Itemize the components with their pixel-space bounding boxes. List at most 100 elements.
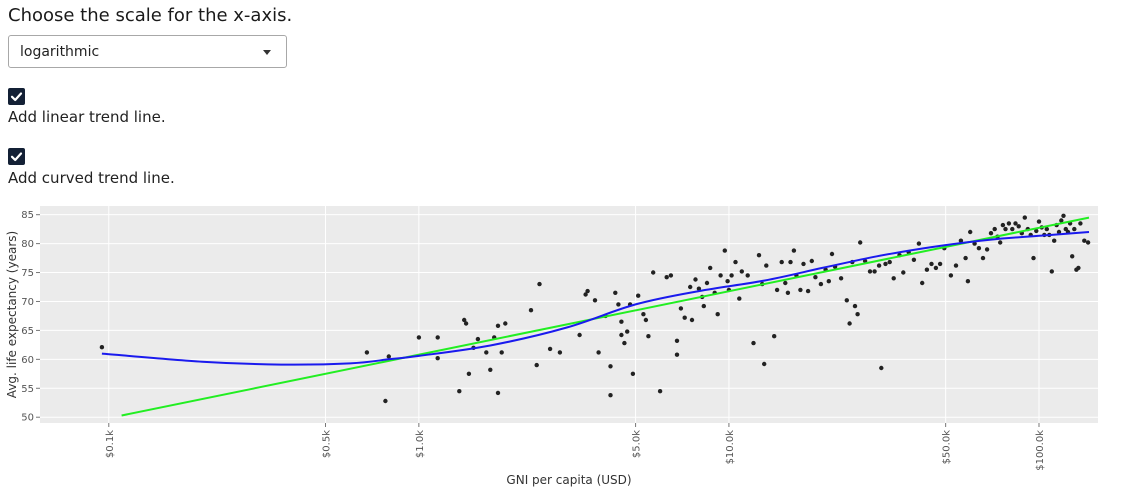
data-point: [643, 317, 649, 323]
data-point: [968, 229, 973, 235]
data-point: [783, 280, 788, 286]
data-point: [495, 323, 501, 328]
chevron-down-icon[interactable]: [263, 50, 271, 55]
linear-trend-checkbox[interactable]: [8, 88, 25, 105]
data-point: [499, 350, 504, 355]
data-point: [779, 259, 784, 265]
y-tick-label: 75: [21, 268, 34, 279]
data-point: [722, 248, 727, 253]
data-point: [1036, 219, 1042, 224]
data-point: [729, 273, 734, 278]
x-axis-scale-dropdown[interactable]: logarithmic: [8, 35, 287, 68]
data-point: [774, 287, 780, 293]
data-point: [718, 273, 723, 278]
data-point: [503, 321, 508, 326]
y-axis-label: Avg. life expectancy (years): [5, 231, 19, 398]
data-point: [772, 334, 777, 339]
data-point: [953, 263, 959, 268]
data-point: [858, 240, 863, 245]
data-point: [1072, 226, 1077, 232]
gridlines: [40, 206, 1098, 423]
data-point: [1052, 238, 1057, 243]
data-point: [616, 302, 621, 307]
data-point: [1061, 213, 1066, 218]
y-tick-label: 50: [21, 413, 34, 424]
data-point: [689, 317, 695, 323]
data-point: [929, 261, 934, 267]
data-point: [1056, 229, 1062, 235]
data-point: [435, 335, 440, 340]
dropdown-selected-value: logarithmic: [20, 44, 100, 60]
data-point: [495, 390, 501, 396]
data-point: [383, 398, 388, 404]
data-point: [715, 312, 720, 317]
y-tick-label: 85: [21, 210, 34, 221]
data-point: [762, 361, 767, 367]
data-point: [937, 261, 943, 267]
data-point: [466, 371, 472, 376]
data-point: [435, 356, 440, 361]
data-point: [701, 303, 706, 309]
data-point: [901, 270, 906, 275]
checkmark-icon: [10, 92, 23, 102]
data-point: [988, 231, 994, 236]
y-tick-label: 55: [21, 384, 34, 395]
data-point: [462, 317, 467, 323]
data-point: [613, 290, 618, 295]
data-point: [488, 367, 493, 372]
data-point: [924, 267, 930, 272]
data-point: [1003, 226, 1008, 232]
plot-background: [40, 206, 1098, 423]
data-point: [1031, 255, 1036, 261]
data-point: [788, 259, 793, 265]
data-point: [364, 350, 370, 355]
data-point: [911, 257, 917, 262]
data-point: [1076, 265, 1081, 271]
data-point: [963, 255, 968, 261]
x-tick-label: $0.5k: [322, 430, 333, 458]
curved-trend-checkbox[interactable]: [8, 148, 25, 165]
data-point: [844, 298, 849, 303]
x-tick-label: $5.0k: [632, 430, 643, 458]
data-point: [933, 265, 939, 271]
data-point: [1016, 224, 1021, 229]
data-point: [980, 255, 986, 261]
data-point: [1010, 226, 1015, 232]
data-point: [592, 298, 598, 303]
data-point: [872, 269, 877, 274]
data-point: [646, 334, 651, 339]
data-point: [838, 276, 844, 281]
data-point: [916, 241, 922, 246]
data-point: [583, 292, 588, 297]
data-point: [622, 340, 627, 346]
data-point: [805, 288, 811, 294]
data-point: [475, 336, 481, 342]
data-point: [678, 306, 684, 311]
x-tick-label: $0.1k: [105, 430, 116, 458]
data-point: [1085, 240, 1091, 245]
data-point: [876, 263, 882, 268]
data-point: [674, 352, 680, 357]
data-point: [965, 279, 971, 284]
data-point: [657, 389, 663, 394]
data-point: [998, 240, 1003, 245]
data-point: [416, 335, 422, 340]
data-point: [484, 350, 489, 355]
y-tick-label: 65: [21, 326, 34, 337]
data-point: [708, 265, 713, 271]
data-point: [847, 321, 852, 326]
checkmark-icon: [10, 152, 23, 162]
data-point: [674, 338, 680, 343]
data-point: [463, 321, 469, 326]
data-point: [801, 261, 806, 267]
data-point: [855, 312, 860, 317]
data-point: [829, 251, 835, 257]
data-point: [1078, 221, 1083, 226]
data-point: [1013, 221, 1018, 226]
data-point: [704, 280, 710, 286]
x-tick-label: $1.0k: [415, 430, 426, 458]
data-point: [99, 345, 105, 350]
data-point: [651, 270, 656, 275]
data-point: [1082, 238, 1087, 243]
data-point: [826, 279, 831, 284]
